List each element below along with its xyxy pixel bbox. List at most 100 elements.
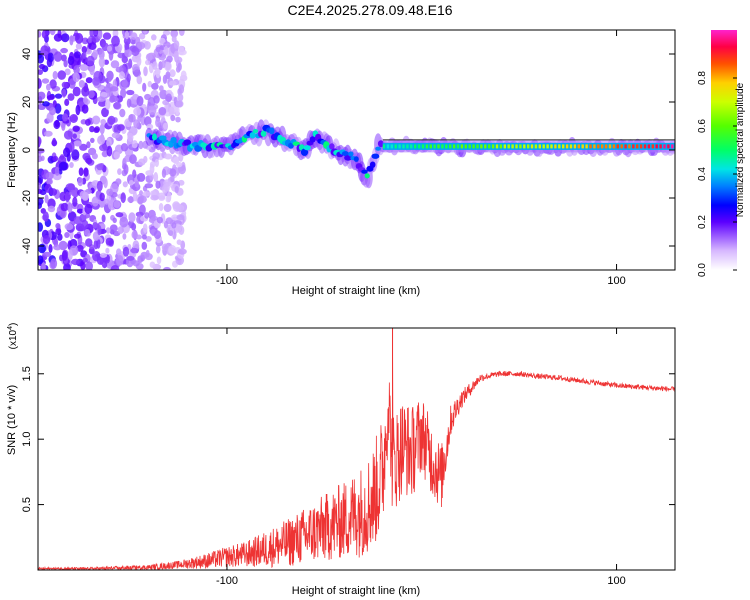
- noise-blob: [109, 86, 119, 92]
- y-tick-label: 1.5: [21, 366, 33, 381]
- noise-blob: [38, 188, 43, 194]
- noise-blob: [89, 64, 95, 76]
- noise-blob: [63, 130, 73, 140]
- noise-blob: [97, 96, 106, 102]
- noise-blob: [144, 183, 154, 189]
- noise-blob: [100, 91, 108, 98]
- noise-blob: [67, 93, 75, 101]
- noise-blob: [72, 72, 80, 83]
- carrier-segment: [507, 144, 510, 149]
- noise-blob: [46, 94, 55, 101]
- carrier-segment: [421, 144, 425, 149]
- noise-blob: [156, 256, 162, 265]
- noise-blob: [113, 151, 121, 160]
- carrier-segment: [550, 144, 553, 149]
- noise-blob: [166, 55, 173, 63]
- trace-point: [353, 156, 359, 162]
- noise-blob: [126, 255, 135, 261]
- noise-blob: [164, 153, 173, 160]
- carrier-segment: [398, 144, 401, 149]
- noise-blob: [115, 254, 124, 266]
- carrier-segment: [449, 144, 452, 149]
- noise-blob: [46, 178, 53, 185]
- noise-blob: [73, 216, 83, 225]
- carrier-segment: [394, 144, 397, 149]
- trace-point: [300, 148, 309, 156]
- noise-blob: [69, 141, 75, 153]
- noise-blob: [122, 246, 130, 257]
- noise-blob: [117, 168, 122, 176]
- carrier-segment: [608, 144, 612, 149]
- noise-blob: [176, 239, 182, 245]
- carrier-segment: [643, 144, 647, 149]
- noise-blob: [175, 204, 185, 212]
- noise-blob: [85, 261, 93, 270]
- noise-blob: [149, 161, 156, 168]
- noise-blob: [178, 30, 185, 36]
- noise-blob: [153, 230, 162, 240]
- noise-blob: [67, 202, 73, 213]
- spectrogram-x-ticks: -100 100: [216, 30, 626, 287]
- carrier-segment: [519, 144, 522, 149]
- carrier-segment: [581, 144, 584, 149]
- noise-blob: [141, 234, 147, 240]
- noise-blob: [41, 78, 50, 84]
- noise-blob: [161, 168, 167, 178]
- noise-blob: [75, 104, 81, 116]
- snr-multiplier-exp: 4: [7, 326, 14, 330]
- carrier-segment: [577, 144, 580, 149]
- noise-blob: [171, 222, 177, 229]
- noise-blob: [180, 70, 187, 80]
- noise-blob: [69, 162, 74, 168]
- x-tick-label: -100: [216, 575, 238, 587]
- noise-blob: [177, 45, 185, 56]
- noise-blob: [165, 71, 171, 80]
- noise-blob: [52, 70, 58, 80]
- noise-blob: [163, 203, 172, 213]
- trace-point: [377, 140, 384, 148]
- noise-blob: [165, 196, 171, 203]
- noise-blob: [45, 172, 54, 180]
- noise-blob: [152, 61, 158, 70]
- noise-blob: [46, 83, 51, 91]
- noise-blob: [55, 223, 61, 229]
- snr-x-ticks: -100 100: [216, 328, 626, 587]
- colorbar-tick-label: 0.8: [697, 71, 708, 85]
- noise-blob: [129, 154, 137, 165]
- noise-blob: [115, 212, 124, 218]
- noise-blob: [42, 211, 49, 222]
- carrier-segment: [503, 144, 506, 149]
- y-tick-label: -40: [21, 238, 33, 254]
- noise-blob: [120, 88, 127, 99]
- carrier-segment: [425, 144, 429, 149]
- noise-blob: [100, 119, 107, 125]
- noise-blob: [72, 133, 78, 139]
- carrier-segment: [429, 144, 432, 149]
- noise-blob: [38, 96, 43, 104]
- noise-blob: [80, 260, 86, 270]
- noise-blob: [176, 214, 185, 221]
- carrier-segment: [655, 144, 658, 149]
- noise-blob: [98, 56, 106, 68]
- carrier-segment: [620, 144, 623, 149]
- noise-blob: [61, 81, 68, 88]
- carrier-segment: [410, 144, 413, 149]
- noise-blob: [176, 162, 183, 168]
- noise-blob: [157, 192, 166, 200]
- noise-blob: [64, 232, 70, 238]
- noise-blob: [72, 86, 81, 97]
- noise-blob: [40, 50, 49, 56]
- noise-blob: [130, 247, 139, 254]
- noise-blob: [83, 167, 89, 177]
- noise-blob: [136, 95, 144, 107]
- noise-blob: [165, 93, 172, 103]
- noise-blob: [147, 80, 152, 88]
- noise-blob: [73, 233, 81, 239]
- noise-blob: [120, 192, 126, 204]
- colorbar-ticks: 0.0 0.2 0.4 0.6 0.8: [697, 71, 737, 277]
- noise-blob: [57, 233, 63, 241]
- noise-blob: [168, 106, 175, 115]
- noise-blob: [64, 68, 71, 76]
- noise-blob: [175, 66, 181, 73]
